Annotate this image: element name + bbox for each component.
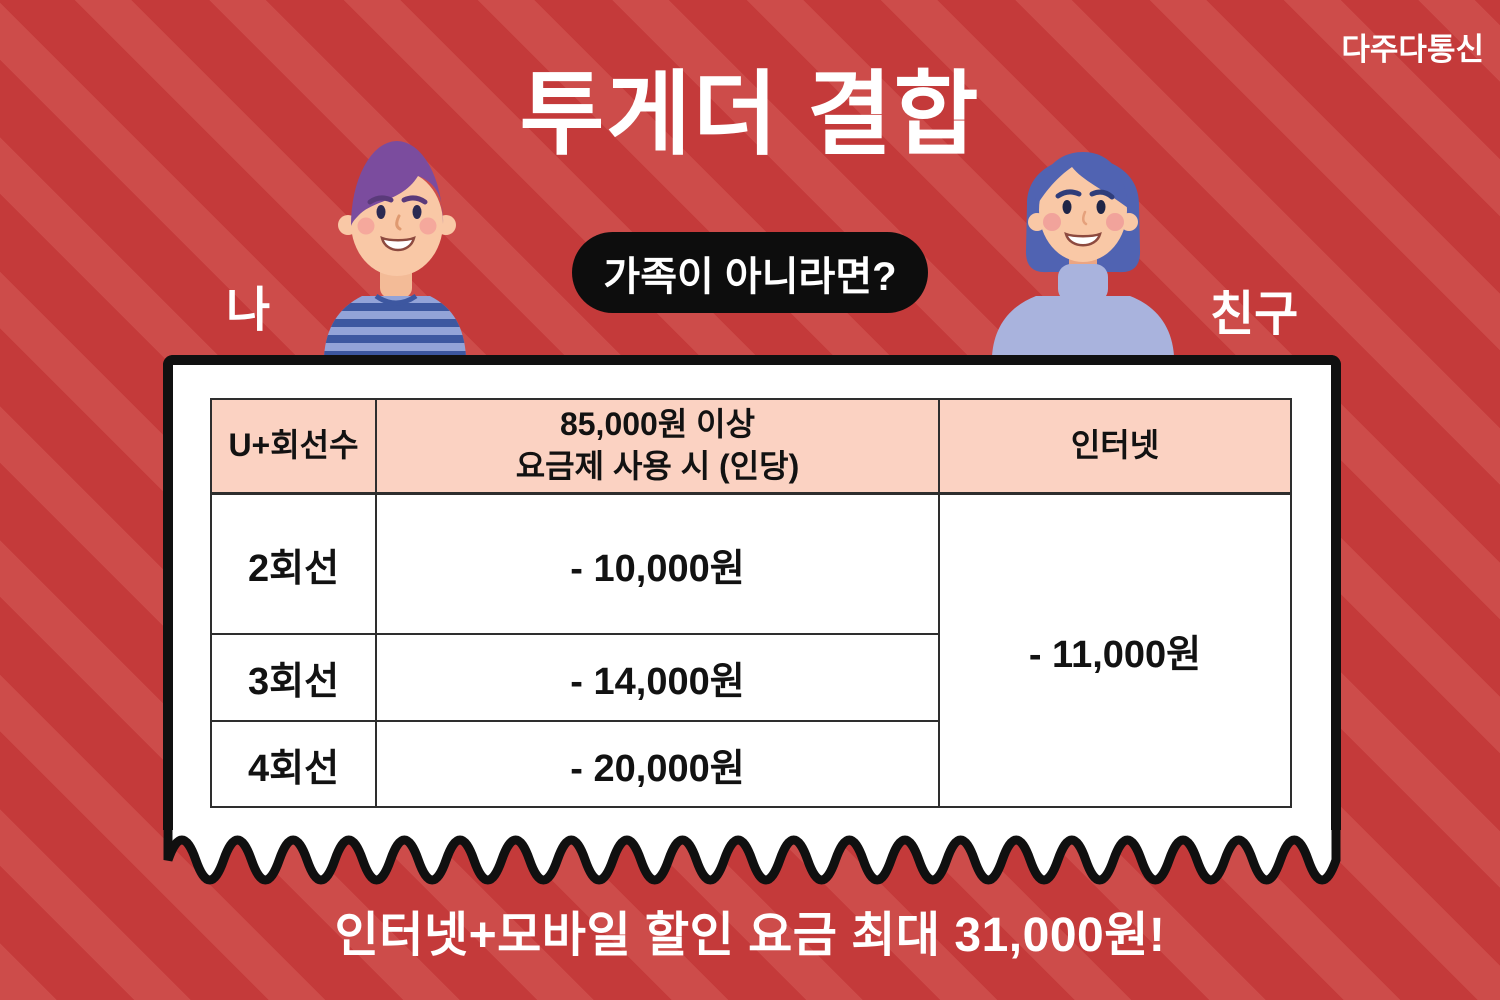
me-nose <box>395 214 402 231</box>
cell-lines-4: 4회선 <box>210 720 377 808</box>
cell-lines-2: 2회선 <box>210 492 377 635</box>
header-discount-line1: 85,000원 이상 <box>559 406 756 443</box>
header-discount-line2: 요금제 사용 시 (인당) <box>515 448 800 484</box>
me-eye-left <box>376 205 386 219</box>
me-brow-right <box>401 195 428 205</box>
me-neck <box>380 248 412 298</box>
friend-eye-left <box>1062 200 1072 214</box>
friend-blush-right <box>1106 213 1124 231</box>
friend-eye-right <box>1096 200 1106 214</box>
me-blush-left <box>357 217 375 235</box>
table-row-4lines: 4회선 - 20,000원 <box>210 720 1291 808</box>
header-discount-column: 85,000원 이상 요금제 사용 시 (인당) <box>375 398 940 495</box>
friend-blush-left <box>1043 213 1061 231</box>
friend-turtleneck <box>1058 264 1108 302</box>
me-eye-right <box>412 205 422 219</box>
me-collar <box>374 293 418 306</box>
footer-caption: 인터넷+모바일 할인 요금 최대 31,000원! <box>334 909 1166 962</box>
pricing-header-row: U+회선수 85,000원 이상 요금제 사용 시 (인당) 인터넷 <box>210 398 1292 495</box>
me-smile <box>380 235 416 252</box>
question-badge-text: 가족이 아니라면? <box>603 254 897 299</box>
cell-discount-4: - 20,000원 <box>375 720 940 808</box>
friend-face <box>1039 158 1127 262</box>
page-title: 투게더 결합 <box>519 64 981 166</box>
label-friend: 친구 <box>1210 288 1299 341</box>
cell-internet-discount: - 11,000원 <box>938 492 1292 808</box>
cell-discount-3: - 14,000원 <box>375 633 940 722</box>
label-me: 나 <box>226 284 271 337</box>
me-brow-left <box>367 195 394 205</box>
cell-discount-2: - 10,000원 <box>375 492 940 635</box>
pricing-table: U+회선수 85,000원 이상 요금제 사용 시 (인당) 인터넷 2회선 -… <box>210 398 1292 808</box>
friend-brow-left <box>1055 189 1082 199</box>
me-shirt-stripes <box>324 303 466 356</box>
friend-ear-left <box>1028 213 1046 231</box>
receipt-wave <box>163 830 1341 885</box>
me-ear-right <box>436 215 456 235</box>
me-face <box>351 170 443 276</box>
header-internet-column: 인터넷 <box>938 398 1292 495</box>
friend-sweater <box>992 296 1174 356</box>
me-ear-left <box>338 215 358 235</box>
friend-brow-right <box>1089 189 1115 200</box>
table-row-2lines: 2회선 - 10,000원 - 11,000원 <box>210 492 1292 808</box>
receipt-wave-outline <box>163 830 1341 885</box>
me-blush-right <box>419 217 437 235</box>
header-lines-column: U+회선수 <box>210 398 377 495</box>
brand-logo: 다주다통신 <box>1341 32 1484 67</box>
friend-nose <box>1082 210 1088 226</box>
friend-neck <box>1069 238 1097 278</box>
table-row-3lines: 3회선 - 14,000원 <box>210 633 1291 722</box>
friend-smile <box>1064 231 1102 247</box>
receipt-card: U+회선수 85,000원 이상 요금제 사용 시 (인당) 인터넷 2회선 -… <box>163 355 1341 885</box>
friend-ear-right <box>1120 213 1138 231</box>
question-badge: 가족이 아니라면? <box>572 232 928 313</box>
friend-hair-back <box>1025 157 1141 273</box>
me-shirt <box>324 296 466 356</box>
cell-lines-3: 3회선 <box>210 633 377 722</box>
